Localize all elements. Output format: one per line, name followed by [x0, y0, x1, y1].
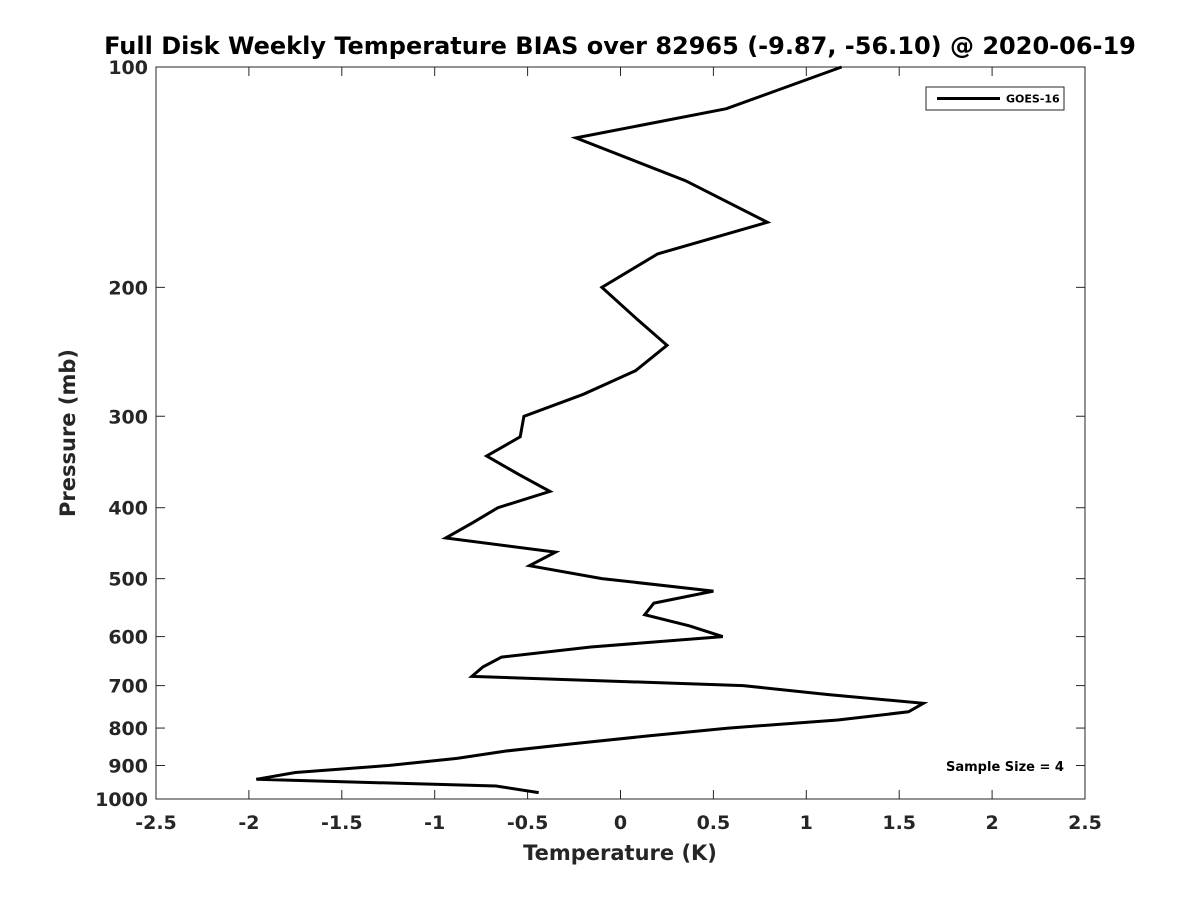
- y-tick-label: 100: [108, 57, 148, 79]
- y-tick-label: 400: [108, 498, 148, 520]
- axes-box: [155, 66, 1086, 800]
- y-tick-label: 800: [108, 718, 148, 740]
- x-tick-label: 2.5: [1068, 812, 1102, 834]
- x-tick-label: -1.5: [321, 812, 363, 834]
- y-tick-label: 300: [108, 406, 148, 428]
- x-axis-label: Temperature (K): [523, 841, 717, 865]
- y-tick-label: 500: [108, 569, 148, 591]
- x-tick-label: -0.5: [507, 812, 549, 834]
- chart-title: Full Disk Weekly Temperature BIAS over 8…: [104, 32, 1136, 60]
- plot-area: [155, 66, 1086, 800]
- y-tick-label: 600: [108, 627, 148, 649]
- x-tick-label: 0.5: [697, 812, 731, 834]
- y-tick-label: 900: [108, 756, 148, 778]
- x-tick-label: -2.5: [135, 812, 177, 834]
- sample-size-annotation: Sample Size = 4: [946, 760, 1064, 775]
- x-tick-label: -1: [424, 812, 445, 834]
- y-axis-ticks: 100 200 300 400 500 600 700 800 900 1000: [95, 57, 1085, 811]
- series-layer: [256, 65, 929, 795]
- series-line-goes-16: [256, 65, 929, 795]
- y-axis-label: Pressure (mb): [56, 349, 80, 517]
- x-tick-label: 1: [800, 812, 813, 834]
- y-tick-label: 200: [108, 277, 148, 299]
- x-tick-label: 1.5: [882, 812, 916, 834]
- y-tick-label: 700: [108, 676, 148, 698]
- y-tick-label: 1000: [95, 789, 148, 811]
- x-axis-ticks: -2.5 -2 -1.5 -1 -0.5 0 0.5 1 1.5 2 2.5: [135, 67, 1102, 834]
- legend: GOES-16: [925, 86, 1065, 111]
- legend-entry-goes-16: GOES-16: [1006, 93, 1060, 106]
- x-tick-label: -2: [238, 812, 259, 834]
- x-tick-label: 2: [985, 812, 998, 834]
- x-tick-label: 0: [614, 812, 627, 834]
